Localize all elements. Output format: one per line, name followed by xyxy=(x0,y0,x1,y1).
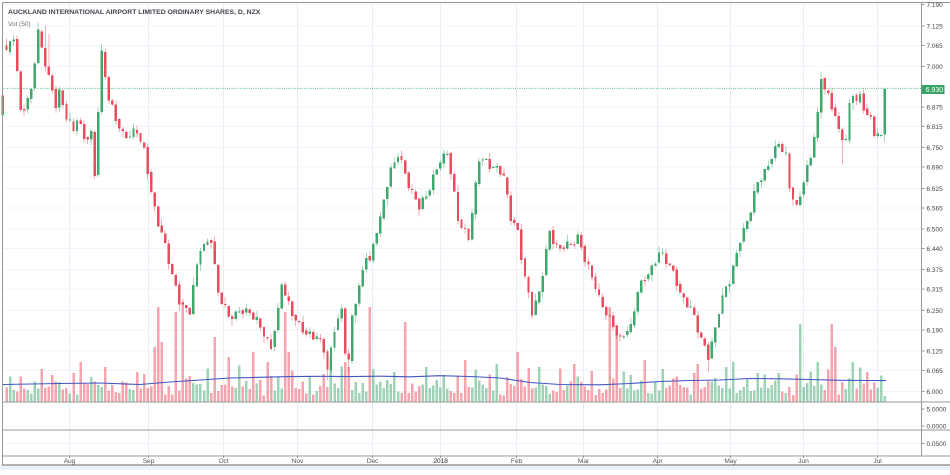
svg-text:6.750: 6.750 xyxy=(927,145,944,152)
svg-text:6.440: 6.440 xyxy=(927,246,944,253)
svg-text:6.250: 6.250 xyxy=(927,308,944,315)
svg-text:7.065: 7.065 xyxy=(927,43,944,50)
svg-text:6.065: 6.065 xyxy=(927,368,944,375)
svg-text:6.125: 6.125 xyxy=(927,349,944,356)
svg-text:6.565: 6.565 xyxy=(927,205,944,212)
svg-text:6.930: 6.930 xyxy=(926,87,943,94)
svg-text:6.875: 6.875 xyxy=(927,105,944,112)
svg-text:6.315: 6.315 xyxy=(927,287,944,294)
svg-text:Feb: Feb xyxy=(511,458,523,465)
svg-text:May: May xyxy=(724,458,737,465)
svg-text:6.625: 6.625 xyxy=(927,186,944,193)
svg-text:Dec: Dec xyxy=(367,458,379,465)
svg-text:6.375: 6.375 xyxy=(927,267,944,274)
svg-text:6.690: 6.690 xyxy=(927,165,944,172)
svg-text:Vol (50): Vol (50) xyxy=(8,21,31,28)
svg-text:7.190: 7.190 xyxy=(927,2,944,9)
svg-text:6.500: 6.500 xyxy=(927,227,944,234)
svg-text:2018: 2018 xyxy=(433,458,448,465)
svg-text:AUCKLAND INTERNATIONAL AIRPORT: AUCKLAND INTERNATIONAL AIRPORT LIMITED O… xyxy=(8,9,261,16)
svg-text:Sep: Sep xyxy=(143,458,155,465)
svg-text:5.0000: 5.0000 xyxy=(927,406,947,413)
svg-text:0.0000: 0.0000 xyxy=(927,423,947,430)
svg-text:6.815: 6.815 xyxy=(927,124,944,131)
svg-text:7.000: 7.000 xyxy=(927,64,944,71)
svg-text:7.125: 7.125 xyxy=(927,23,944,30)
svg-text:Aug: Aug xyxy=(64,458,76,465)
svg-text:6.190: 6.190 xyxy=(927,327,944,334)
svg-text:6.000: 6.000 xyxy=(927,389,944,396)
svg-text:0.0500: 0.0500 xyxy=(927,441,947,448)
svg-text:Jun: Jun xyxy=(798,458,809,465)
svg-text:Nov: Nov xyxy=(292,458,304,465)
svg-text:Oct: Oct xyxy=(218,458,228,465)
svg-text:Mar: Mar xyxy=(578,458,590,465)
svg-text:Apr: Apr xyxy=(652,458,663,465)
svg-text:Jul: Jul xyxy=(873,458,882,465)
